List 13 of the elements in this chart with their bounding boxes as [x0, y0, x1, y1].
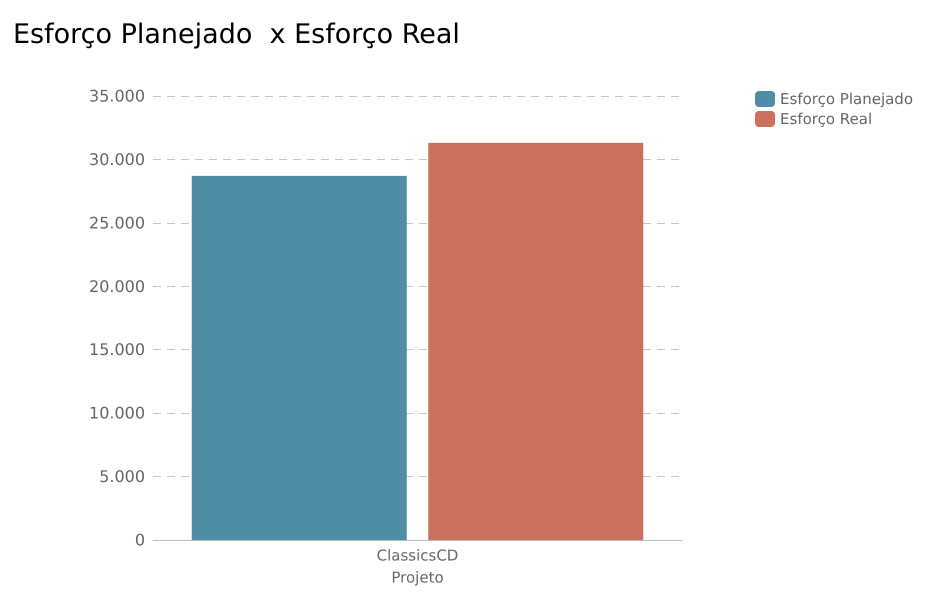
- y-tick-label: 20.000: [89, 276, 145, 296]
- y-tick-label: 25.000: [89, 213, 145, 232]
- y-tick-label: 15.000: [89, 340, 145, 360]
- chart-title: Esforço Planejado x Esforço Real: [13, 19, 460, 50]
- y-tick-label: 5.000: [99, 467, 145, 486]
- legend-label: Esforço Real: [780, 110, 872, 128]
- y-tick-label: 10.000: [89, 404, 145, 423]
- legend-label: Esforço Planejado: [780, 90, 914, 108]
- y-tick-label: 30.000: [89, 150, 145, 169]
- x-axis-title: Projeto: [391, 568, 444, 586]
- y-tick-label: 0: [134, 530, 145, 550]
- y-tick-label: 35.000: [89, 86, 145, 106]
- x-tick-label: ClassicsCD: [376, 546, 458, 564]
